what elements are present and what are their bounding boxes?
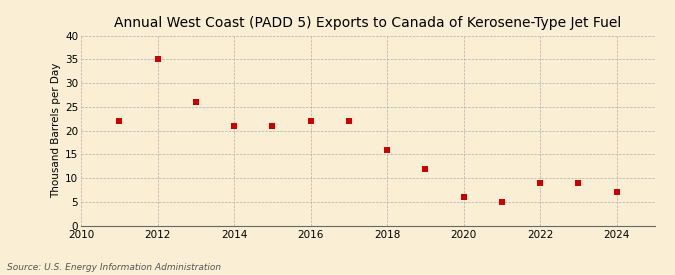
Point — [573, 181, 584, 185]
Point — [420, 166, 431, 171]
Point — [496, 200, 507, 204]
Title: Annual West Coast (PADD 5) Exports to Canada of Kerosene-Type Jet Fuel: Annual West Coast (PADD 5) Exports to Ca… — [114, 16, 622, 31]
Y-axis label: Thousand Barrels per Day: Thousand Barrels per Day — [51, 63, 61, 198]
Point — [305, 119, 316, 123]
Point — [344, 119, 354, 123]
Point — [535, 181, 545, 185]
Point — [267, 124, 277, 128]
Point — [190, 100, 201, 104]
Point — [229, 124, 240, 128]
Point — [152, 57, 163, 62]
Point — [114, 119, 125, 123]
Point — [458, 195, 469, 199]
Text: Source: U.S. Energy Information Administration: Source: U.S. Energy Information Administ… — [7, 263, 221, 272]
Point — [381, 147, 392, 152]
Point — [611, 190, 622, 194]
